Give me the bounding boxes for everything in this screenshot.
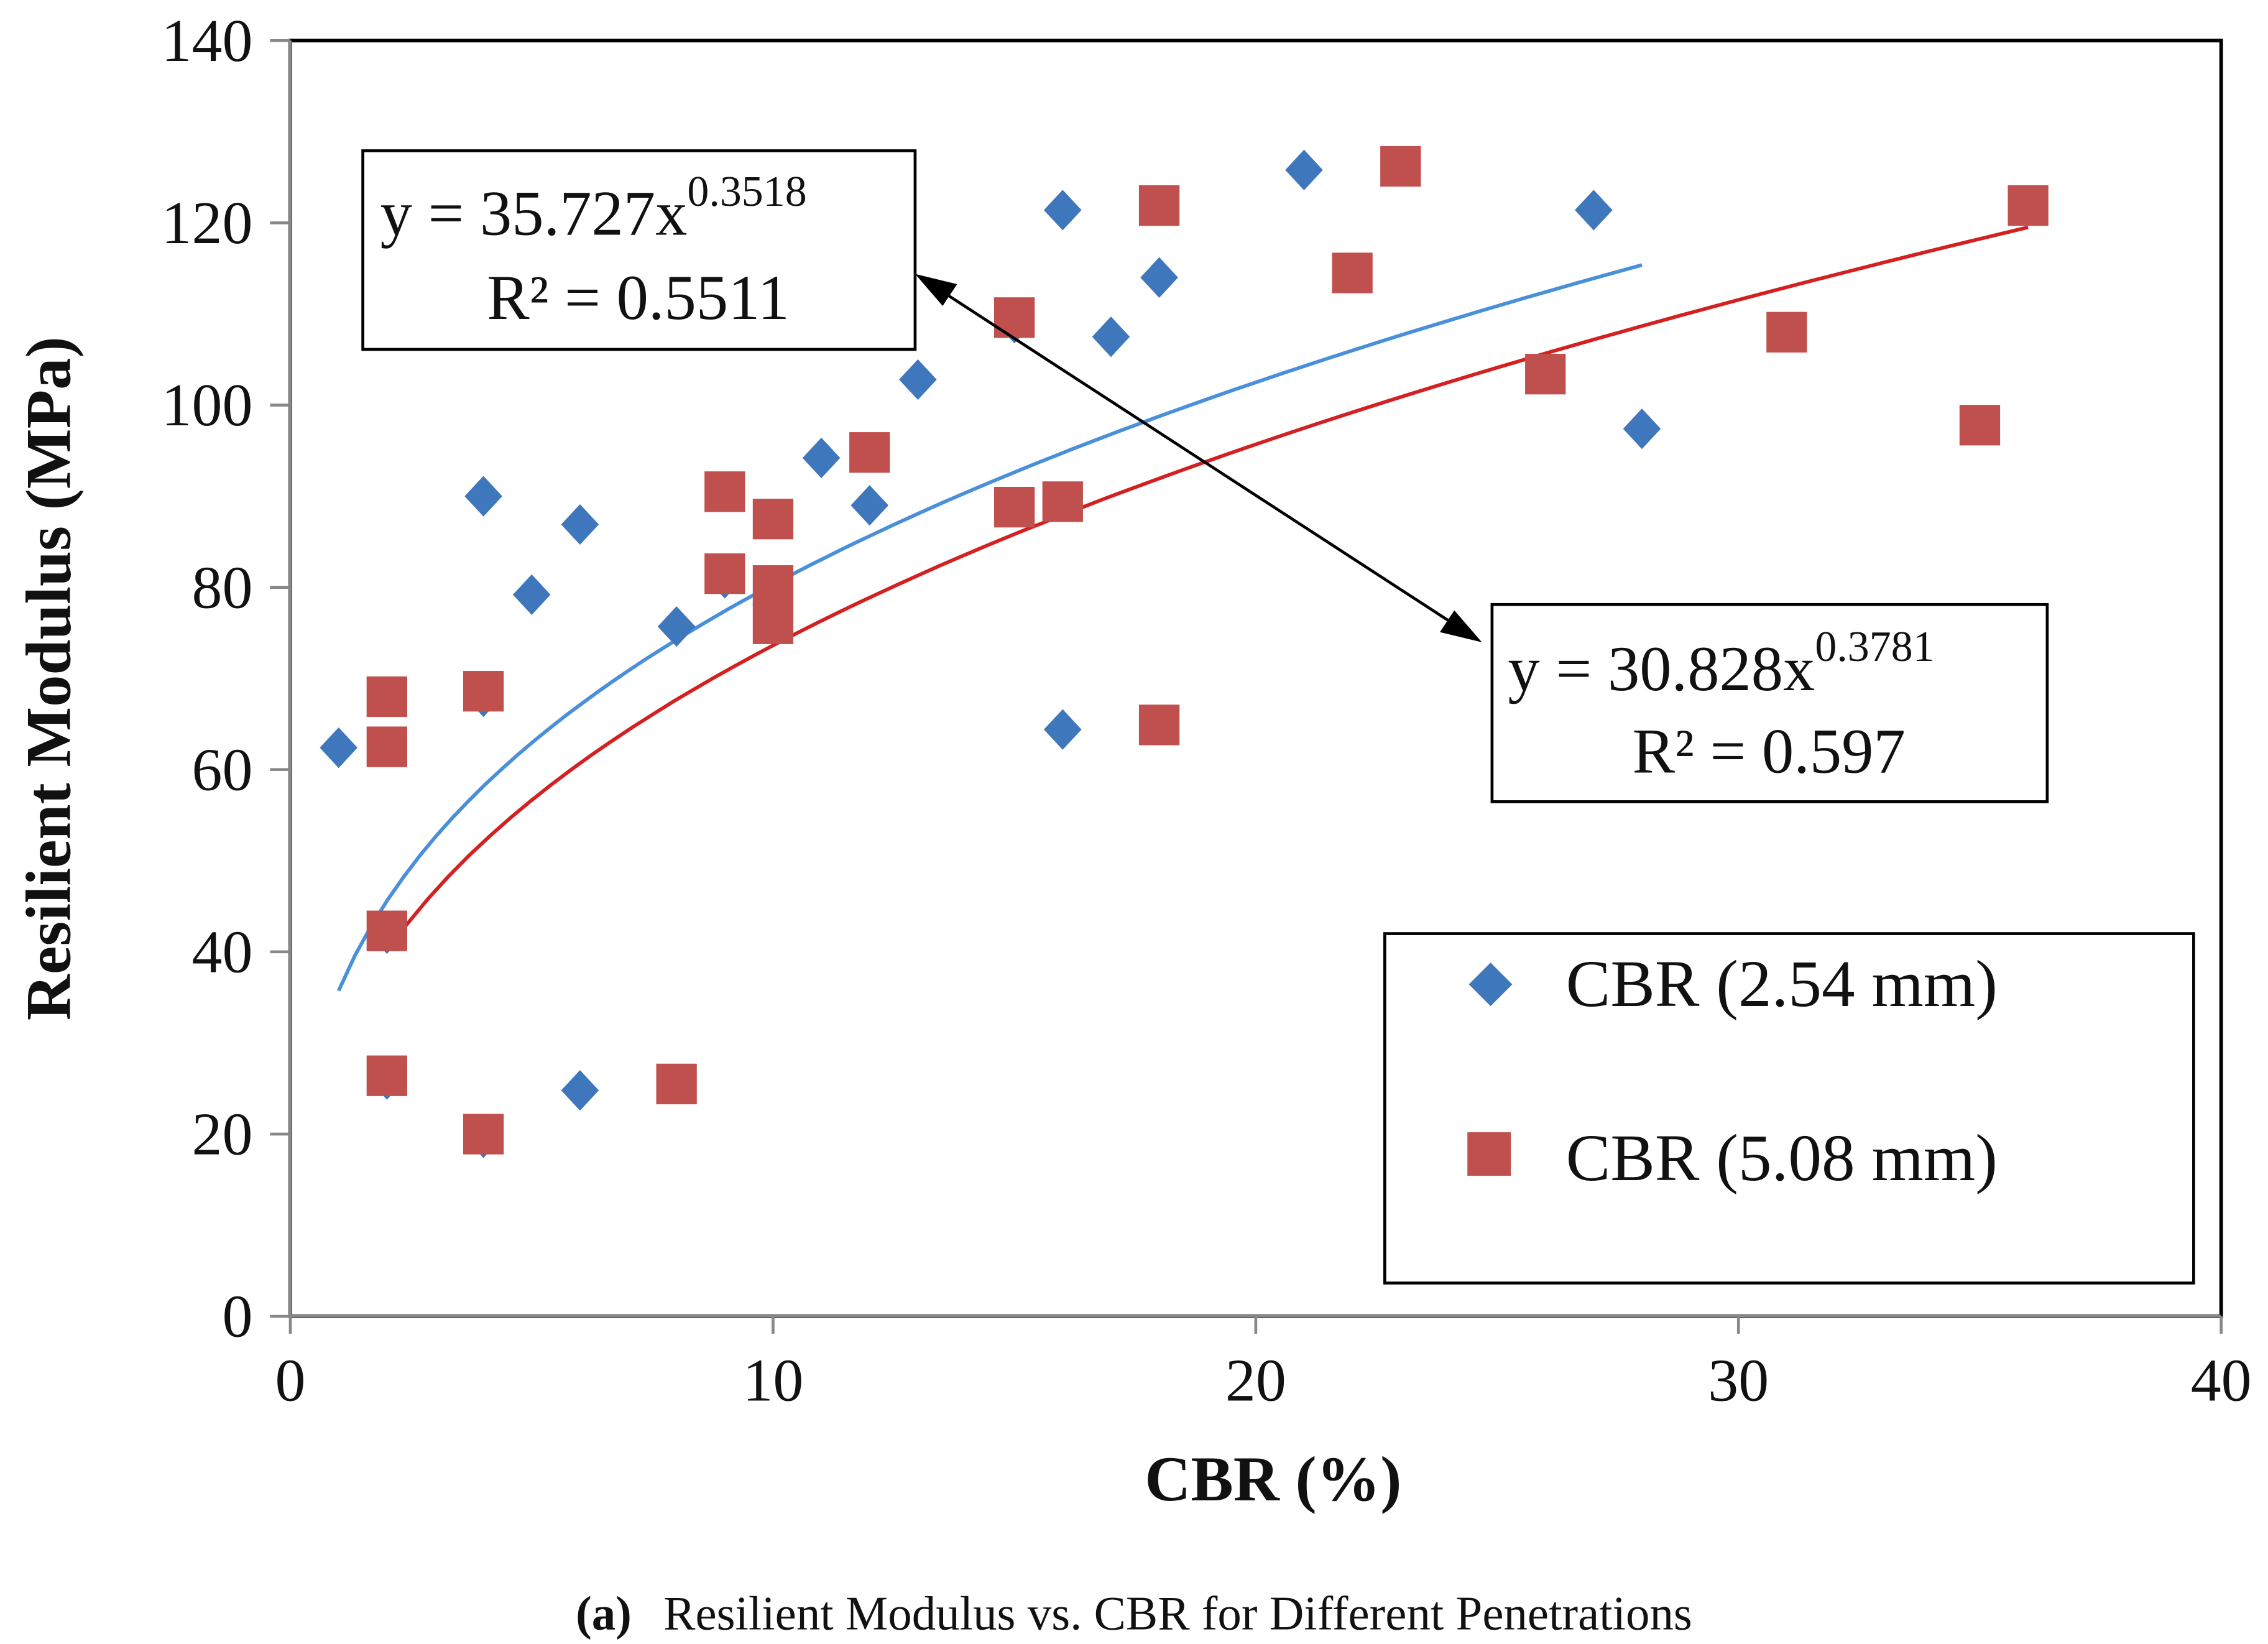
legend-diamond-icon (1468, 963, 1513, 1007)
trendline-series-1 (385, 225, 2029, 953)
y-axis: 0 20 40 60 80 100 120 140 (162, 7, 292, 1351)
data-point-square (463, 671, 504, 712)
data-point-diamond (464, 476, 502, 517)
legend: CBR (2.54 mm) CBR (5.08 mm) (1383, 932, 2195, 1285)
data-point-diamond (802, 437, 841, 479)
equation-box-blue: y = 35.727x0.3518 R² = 0.5511 (361, 149, 917, 351)
data-point-square (366, 910, 407, 951)
r2-blue: R² = 0.5511 (487, 263, 790, 333)
y-axis-label: Resilient Modulus (MPa) (14, 336, 85, 1020)
legend-square-icon (1467, 1132, 1511, 1176)
x-tick-label: 10 (742, 1347, 803, 1414)
data-point-diamond (561, 504, 599, 545)
data-point-square (656, 1063, 697, 1104)
trendlines (337, 225, 2029, 992)
y-tick-label: 40 (191, 918, 252, 986)
data-point-diamond (657, 606, 696, 647)
figure-caption: (a) Resilient Modulus vs. CBR for Differe… (576, 1587, 1692, 1640)
data-point-diamond (850, 485, 889, 526)
data-point-square (1042, 481, 1083, 522)
data-point-square (1766, 312, 1807, 353)
data-points (320, 145, 2049, 1158)
equation-red-exponent: 0.3781 (1815, 623, 1934, 671)
x-tick-label: 40 (2191, 1347, 2252, 1414)
data-point-square (366, 676, 407, 718)
data-point-diamond (512, 574, 551, 615)
data-point-square (704, 471, 745, 512)
equation-blue: y = 35.727x (380, 179, 688, 249)
data-point-square (463, 1114, 504, 1155)
data-point-square (752, 603, 794, 644)
svg-text:y = 35.727x0.3518: y = 35.727x0.3518 (380, 168, 807, 249)
data-point-diamond (899, 359, 937, 400)
data-point-square (849, 432, 890, 473)
data-point-diamond (1623, 408, 1661, 450)
data-point-square (366, 726, 407, 767)
data-point-square (1332, 252, 1373, 293)
data-point-diamond (1043, 190, 1082, 231)
double-arrow (915, 274, 1482, 642)
r2-red: R² = 0.597 (1633, 717, 1906, 787)
x-tick-label: 0 (275, 1347, 306, 1414)
data-point-square (1380, 145, 1421, 187)
data-point-square (2008, 185, 2049, 226)
svg-text:y = 30.828x0.3781: y = 30.828x0.3781 (1508, 623, 1935, 704)
data-point-square (1525, 354, 1566, 395)
y-tick-label: 100 (162, 372, 253, 439)
y-tick-label: 20 (191, 1101, 252, 1168)
data-point-diamond (1140, 257, 1178, 298)
data-point-square (994, 297, 1035, 338)
x-axis: 0 10 20 30 40 (275, 1314, 2252, 1414)
x-tick-label: 30 (1708, 1347, 1769, 1414)
data-point-square (704, 553, 745, 594)
trendline-series-0 (337, 263, 1643, 992)
data-point-diamond (1092, 316, 1130, 358)
data-point-square (1959, 405, 2001, 446)
y-tick-label: 80 (191, 554, 252, 621)
y-tick-label: 140 (162, 7, 253, 75)
data-point-diamond (1575, 190, 1613, 231)
y-tick-label: 60 (191, 736, 252, 803)
equation-blue-exponent: 0.3518 (687, 168, 806, 216)
x-axis-label: CBR (%) (1145, 1444, 1401, 1515)
legend-label-red: CBR (5.08 mm) (1566, 1121, 1998, 1195)
data-point-square (752, 565, 794, 606)
data-point-square (752, 499, 794, 540)
data-point-diamond (1043, 709, 1082, 750)
data-point-diamond (1285, 149, 1323, 191)
x-tick-label: 20 (1225, 1347, 1286, 1414)
legend-label-blue: CBR (2.54 mm) (1566, 947, 1998, 1021)
data-point-diamond (561, 1069, 599, 1111)
data-point-square (1138, 704, 1180, 746)
equation-box-red: y = 30.828x0.3781 R² = 0.597 (1490, 603, 2049, 803)
y-tick-label: 120 (162, 190, 253, 257)
data-point-square (994, 487, 1035, 528)
y-tick-label: 0 (222, 1283, 252, 1351)
data-point-square (366, 1055, 407, 1096)
data-point-diamond (320, 727, 357, 769)
data-point-square (1138, 185, 1180, 226)
equation-red: y = 30.828x (1508, 634, 1815, 704)
